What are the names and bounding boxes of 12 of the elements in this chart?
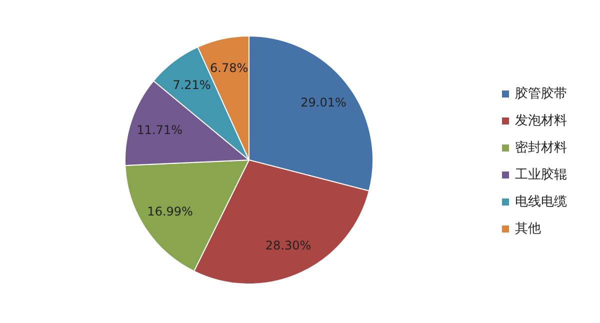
legend-label: 其他 <box>515 222 541 236</box>
data-label: 11.71% <box>136 123 183 138</box>
data-label: 28.30% <box>265 238 312 253</box>
data-label: 7.21% <box>172 78 211 92</box>
legend-label: 密封材料 <box>515 140 567 156</box>
data-label: 29.01% <box>300 95 346 110</box>
legend-label: 发泡材料 <box>515 114 567 128</box>
legend-label: 电线电缆 <box>515 194 567 210</box>
data-label: 6.78% <box>210 60 248 75</box>
legend-label: 工业胶辊 <box>515 168 567 182</box>
legend-label: 胶管胶带 <box>515 86 567 102</box>
data-label: 16.99% <box>147 204 193 218</box>
